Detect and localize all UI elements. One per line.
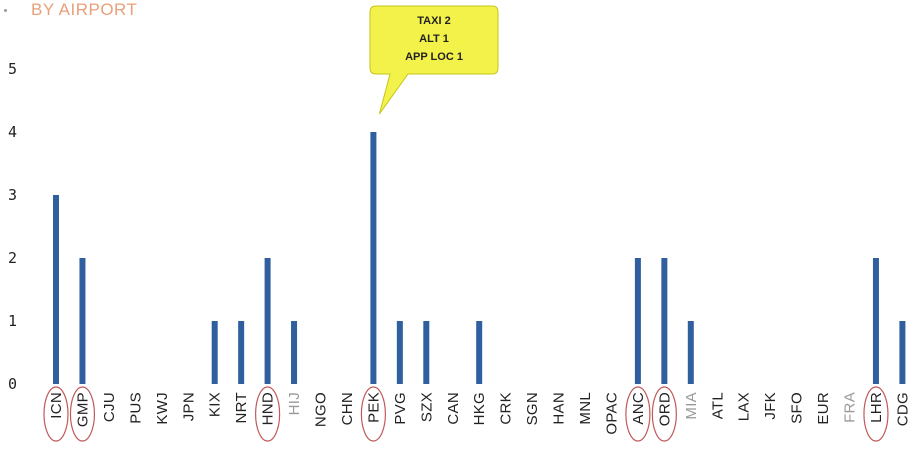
x-tick-label-sgn: SGN xyxy=(524,392,541,425)
bar-hkg xyxy=(476,321,483,384)
y-tick-label: 5 xyxy=(8,60,17,78)
bar-hnd xyxy=(264,258,271,384)
x-tick-label-pvg: PVG xyxy=(392,392,409,425)
y-tick-label: 0 xyxy=(8,375,17,393)
x-tick-label-fra: FRA xyxy=(842,392,859,423)
x-tick-label-mnl: MNL xyxy=(577,392,594,425)
x-tick-label-kwj: KWJ xyxy=(154,392,171,425)
bar-pek xyxy=(370,132,377,384)
y-axis: 0 1 2 3 4 5 xyxy=(8,60,17,393)
x-tick-label-lax: LAX xyxy=(736,392,753,421)
bar-lhr xyxy=(872,258,879,384)
x-tick-label-can: CAN xyxy=(445,392,462,425)
bar-hij xyxy=(291,321,298,384)
bar-gmp xyxy=(79,258,86,384)
bar-cdg xyxy=(899,321,906,384)
x-tick-label-opac: OPAC xyxy=(603,392,620,435)
x-tick-label-nrt: NRT xyxy=(233,392,250,423)
circle-mark-anc xyxy=(625,386,651,442)
bar-anc xyxy=(634,258,641,384)
bar-mia xyxy=(687,321,694,384)
bar-kix xyxy=(211,321,218,384)
callout-bubble xyxy=(369,5,499,115)
x-tick-label-hij: HIJ xyxy=(286,392,303,415)
x-tick-label-ngo: NGO xyxy=(313,392,330,427)
x-tick-label-gmp: GMP xyxy=(74,392,91,427)
circle-mark-hnd xyxy=(255,386,281,442)
x-tick-label-atl: ATL xyxy=(709,392,726,419)
x-tick-label-sfo: SFO xyxy=(789,392,806,424)
x-tick-label-anc: ANC xyxy=(630,392,647,425)
x-tick-label-lhr: LHR xyxy=(868,392,885,423)
bars-group xyxy=(53,132,906,384)
x-tick-label-han: HAN xyxy=(551,392,568,425)
x-tick-label-icn: ICN xyxy=(48,392,65,419)
x-tick-label-crk: CRK xyxy=(498,392,515,425)
circle-mark-icn xyxy=(43,386,69,442)
y-tick-label: 3 xyxy=(8,186,17,204)
x-tick-label-pek: PEK xyxy=(365,392,382,423)
x-tick-label-hnd: HND xyxy=(260,392,277,425)
title-row: BY AIRPORT xyxy=(4,0,137,20)
x-tick-label-szx: SZX xyxy=(418,392,435,422)
x-tick-label-cju: CJU xyxy=(101,392,118,422)
bar-ord xyxy=(661,258,668,384)
circle-mark-ord xyxy=(651,386,677,442)
circle-mark-gmp xyxy=(69,386,96,442)
bar-szx xyxy=(423,321,430,384)
bar-pvg xyxy=(396,321,403,384)
callout-line: TAXI 2 xyxy=(417,15,450,27)
y-tick-label: 4 xyxy=(8,123,17,141)
x-tick-label-ord: ORD xyxy=(656,392,673,426)
x-tick-label-eur: EUR xyxy=(815,392,832,425)
bar-icn xyxy=(53,195,59,384)
callout-line: APP LOC 1 xyxy=(405,51,463,63)
y-tick-label: 2 xyxy=(8,249,17,267)
x-axis-labels: ICN GMP CJU PUS KWJ JPN KIX NRT HND HIJ NGO CHN PEK P… xyxy=(43,386,921,442)
x-tick-label-jfk: JFK xyxy=(762,392,779,420)
circle-mark-lhr xyxy=(863,386,889,442)
x-tick-label-mia: MIA xyxy=(683,392,700,420)
callout-line: ALT 1 xyxy=(419,33,449,45)
bar-nrt xyxy=(238,321,245,384)
x-tick-label-pus: PUS xyxy=(127,392,144,424)
bullet-dot xyxy=(4,8,7,12)
x-tick-label-kix: KIX xyxy=(207,392,224,417)
circle-mark-pek xyxy=(360,386,386,442)
x-tick-label-jpn: JPN xyxy=(180,392,197,421)
chart-title: BY AIRPORT xyxy=(31,0,138,19)
x-tick-label-chn: CHN xyxy=(339,392,356,425)
annotation-callout: TAXI 2 ALT 1 APP LOC 1 xyxy=(369,5,499,115)
x-tick-label-hkg: HKG xyxy=(471,392,488,425)
y-tick-label: 1 xyxy=(8,312,17,330)
x-tick-label-cdg: CDG xyxy=(894,392,911,426)
